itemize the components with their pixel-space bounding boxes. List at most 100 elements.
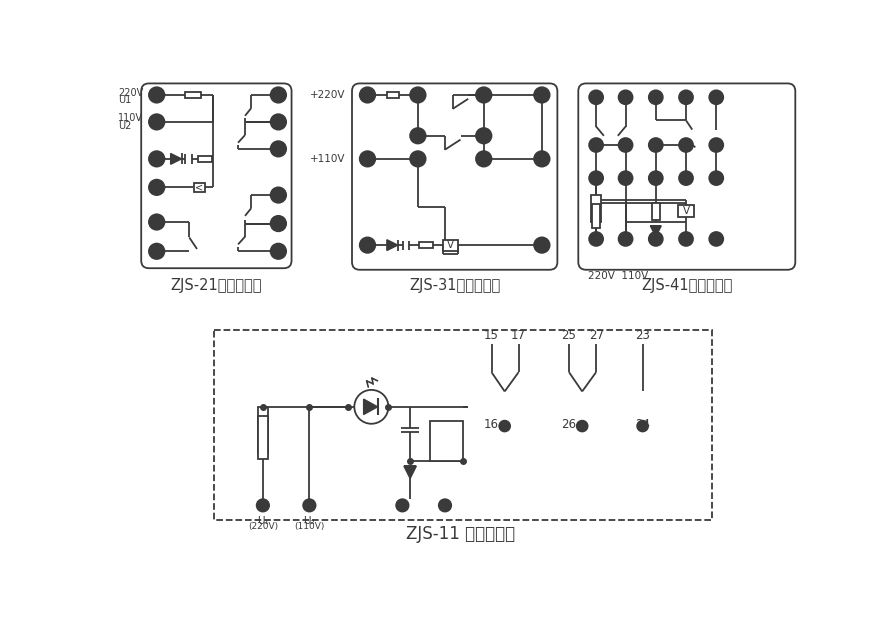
Text: ZJS-31内部接线图: ZJS-31内部接线图	[409, 278, 501, 293]
Circle shape	[649, 232, 662, 246]
Circle shape	[149, 87, 164, 103]
Text: 1: 1	[594, 235, 599, 244]
Text: 14: 14	[273, 117, 284, 127]
Text: 6: 6	[594, 174, 599, 182]
Bar	[443, 240, 458, 251]
Text: 2: 2	[623, 235, 628, 244]
Text: 12: 12	[477, 131, 490, 141]
Circle shape	[410, 128, 426, 143]
Text: 13: 13	[412, 154, 424, 164]
Circle shape	[534, 87, 550, 103]
Text: U₁: U₁	[257, 516, 269, 526]
Text: 3: 3	[653, 235, 659, 244]
Bar	[592, 195, 601, 221]
Text: 13: 13	[439, 501, 451, 510]
Text: 25: 25	[561, 329, 577, 343]
Circle shape	[649, 138, 662, 152]
Circle shape	[499, 421, 510, 432]
Text: 12: 12	[304, 501, 315, 510]
Circle shape	[271, 244, 286, 259]
Circle shape	[149, 151, 164, 167]
Text: U2: U2	[118, 121, 131, 131]
Bar	[257, 416, 268, 459]
Text: 17: 17	[272, 218, 284, 228]
Text: 14: 14	[477, 154, 490, 164]
Text: U₂: U₂	[304, 516, 316, 526]
Text: 15: 15	[272, 144, 284, 154]
Text: 26: 26	[561, 418, 577, 431]
Text: 4: 4	[154, 182, 160, 192]
Circle shape	[534, 237, 550, 253]
Text: 1: 1	[154, 90, 160, 100]
Text: ZJS-41内部接线图: ZJS-41内部接线图	[641, 278, 732, 293]
Text: 12: 12	[620, 93, 631, 102]
Bar	[257, 407, 268, 453]
Circle shape	[649, 90, 662, 104]
Text: 23: 23	[636, 329, 650, 343]
Circle shape	[359, 87, 375, 103]
Circle shape	[709, 138, 723, 152]
Text: 11: 11	[257, 501, 268, 510]
Text: <: <	[195, 182, 204, 192]
Text: V: V	[447, 240, 454, 250]
Text: 2: 2	[154, 117, 160, 127]
Text: 110V: 110V	[118, 113, 143, 123]
Bar	[194, 183, 205, 192]
Text: +220V: +220V	[310, 90, 346, 100]
Text: 17: 17	[620, 141, 631, 150]
Text: 13: 13	[650, 93, 662, 102]
Text: 16: 16	[484, 418, 499, 431]
Text: V: V	[682, 206, 689, 216]
Text: 14: 14	[680, 93, 692, 102]
Polygon shape	[387, 240, 398, 251]
Circle shape	[359, 237, 375, 253]
Text: 16: 16	[590, 141, 602, 150]
Polygon shape	[364, 399, 377, 415]
Circle shape	[149, 215, 164, 230]
Text: 15: 15	[484, 329, 499, 343]
Circle shape	[410, 151, 426, 167]
Bar	[652, 203, 660, 220]
Text: 17: 17	[511, 329, 527, 343]
Circle shape	[709, 232, 723, 246]
Bar	[198, 156, 212, 162]
Circle shape	[619, 232, 633, 246]
Circle shape	[271, 87, 286, 103]
Circle shape	[303, 499, 316, 512]
Text: 21: 21	[397, 501, 408, 510]
Circle shape	[679, 232, 693, 246]
Text: 9: 9	[415, 90, 421, 100]
Circle shape	[709, 90, 723, 104]
Polygon shape	[650, 226, 662, 237]
Circle shape	[577, 421, 587, 432]
Text: +110V: +110V	[310, 154, 346, 164]
Text: 5: 5	[154, 217, 160, 227]
Circle shape	[679, 138, 693, 152]
Circle shape	[271, 216, 286, 231]
Bar	[418, 242, 433, 248]
Text: 18: 18	[650, 141, 662, 150]
Text: 10: 10	[412, 131, 424, 141]
Polygon shape	[404, 466, 417, 478]
Circle shape	[271, 187, 286, 203]
Text: (110V): (110V)	[294, 522, 325, 531]
Text: 20: 20	[711, 141, 722, 150]
Polygon shape	[171, 153, 181, 164]
Text: 2: 2	[539, 90, 545, 100]
Circle shape	[439, 499, 451, 512]
Text: 7: 7	[623, 174, 628, 182]
Text: 220V: 220V	[118, 88, 143, 98]
Text: ZJS-21内部接线图: ZJS-21内部接线图	[171, 278, 262, 293]
Text: 220V  110V: 220V 110V	[588, 271, 649, 281]
Circle shape	[637, 421, 648, 432]
Circle shape	[359, 151, 375, 167]
FancyBboxPatch shape	[578, 83, 796, 270]
Circle shape	[410, 87, 426, 103]
Circle shape	[589, 232, 603, 246]
Circle shape	[649, 171, 662, 185]
Text: 3: 3	[365, 154, 370, 164]
Circle shape	[271, 114, 286, 129]
FancyBboxPatch shape	[141, 83, 291, 268]
Circle shape	[476, 128, 492, 143]
Bar	[592, 204, 601, 228]
